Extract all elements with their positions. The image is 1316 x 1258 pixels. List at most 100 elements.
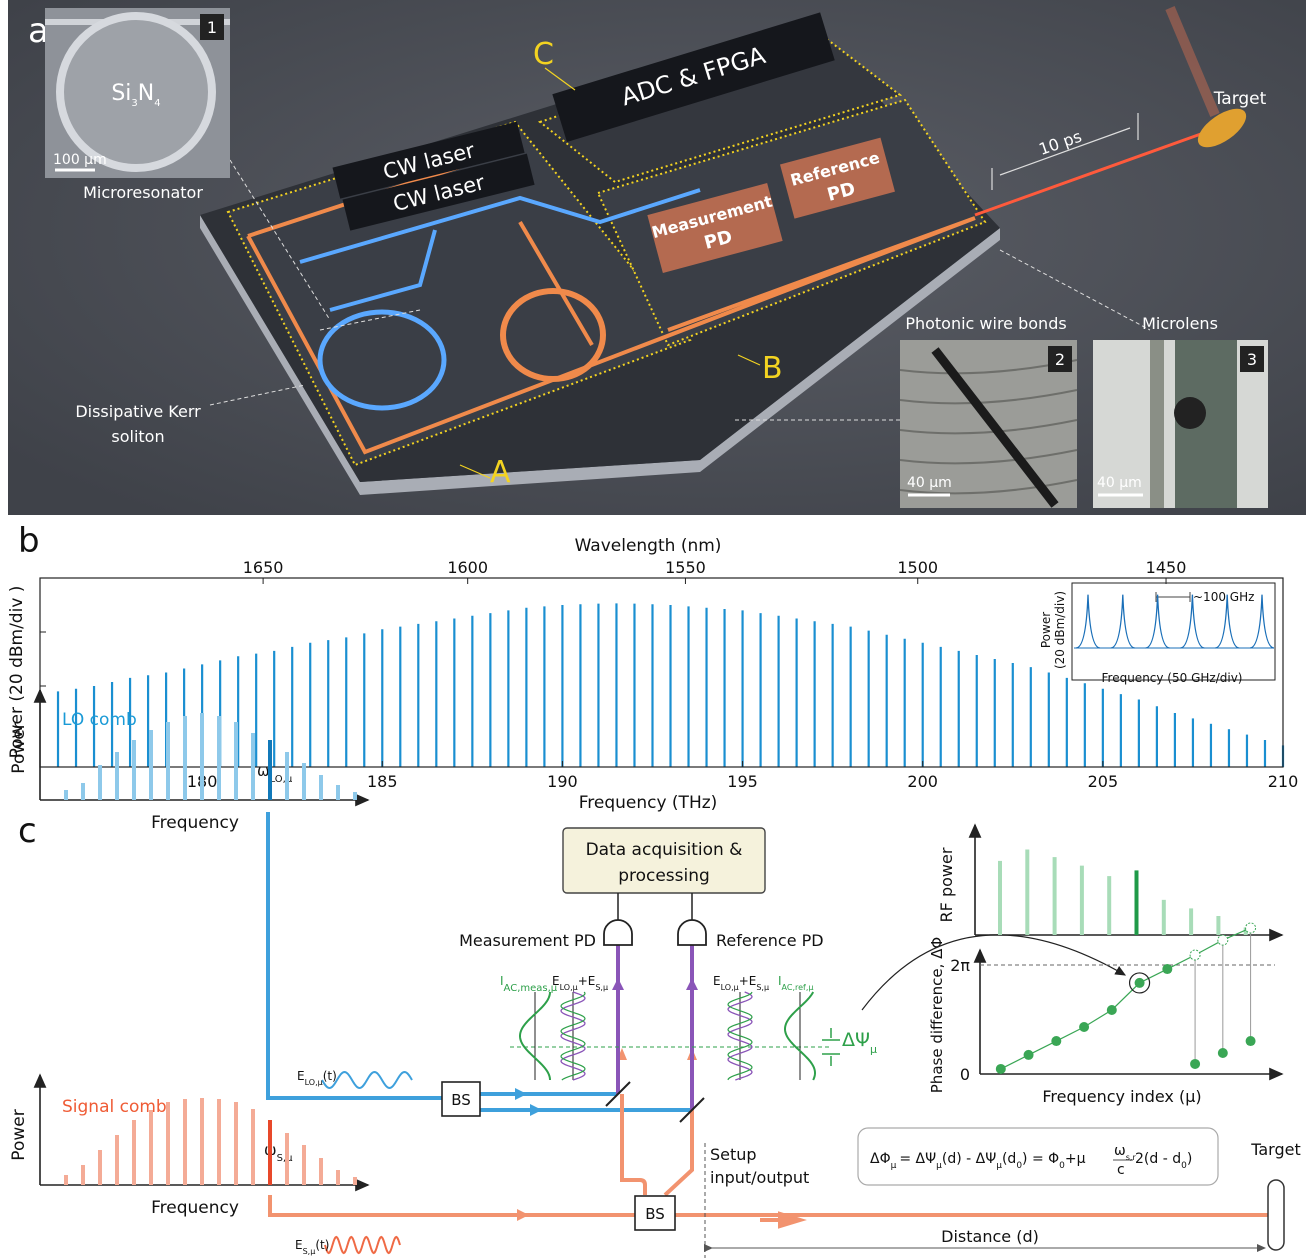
inset-caption: Microresonator [83,183,203,202]
comb-bar [336,785,340,800]
inset-caption: Photonic wire bonds [905,314,1066,333]
current-label: IAC,meas,μ [500,974,558,994]
soliton-label: Dissipative Kerr [75,402,201,421]
comb-bar [132,740,136,800]
comb-bar [234,1102,238,1185]
waveform [325,1237,400,1253]
y-axis-title: RF power [937,847,956,922]
rf-bar [1025,850,1029,936]
top-axis-title: Wavelength (nm) [575,536,722,556]
panel-label: c [18,811,37,851]
phase-point [1079,1022,1089,1032]
x-axis-title: Frequency (THz) [579,793,718,813]
comb-bar [268,740,272,800]
pd-label: Reference PD [716,931,824,950]
bs-label: BS [645,1205,665,1223]
comb-bar [64,790,68,800]
comb-bar [98,1150,102,1185]
rf-bar [1053,857,1057,935]
x-tick-label: 205 [1088,772,1119,791]
comb-bar [149,730,153,800]
comb-bar [251,733,255,800]
x-tick-label: 210 [1268,772,1299,791]
comb-title: LO comb [62,710,137,730]
scale-label: 40 µm [907,475,952,491]
rf-bar [1135,870,1139,935]
target [1268,1180,1284,1250]
comb-bar [302,1145,306,1185]
rf-bar [998,861,1002,935]
beam-arrow [617,1048,697,1060]
target-label: Target [1213,89,1267,109]
phase-point [1107,1005,1117,1015]
combined-beam [618,945,692,1110]
daq-label: processing [618,866,710,886]
photodetector [604,920,706,945]
comb-bar [319,1158,323,1185]
comb-bar [200,713,204,800]
y-axis-title: Phase difference, ΔΦ [928,937,946,1093]
comb-bar [64,1175,68,1185]
comb-bar [115,752,119,800]
phase-point [1218,1048,1228,1058]
phase-trend [1001,928,1251,1069]
y-tick-label: 0 [960,1065,970,1084]
field-sum-label: ELO,μ+ES,μ [552,974,608,992]
x-tick-label: 195 [727,772,758,791]
x-tick-label: 190 [547,772,578,791]
lo-beam [268,812,442,1098]
comb-bar [336,1170,340,1185]
unwrapped-point [1246,923,1256,933]
scale-label: 100 µm [53,152,107,168]
setup-label: Setup [710,1145,757,1164]
comb-bar [115,1135,119,1185]
equation-denominator: c [1117,1162,1125,1178]
soliton-label: soliton [111,427,164,446]
inset-x-title: Frequency (50 GHz/div) [1102,671,1243,685]
panel-b: b Wavelength (nm) Frequency (THz) Power … [7,521,1283,813]
target-label: Target [1250,1140,1301,1159]
rf-bar [1107,876,1111,935]
comb-bar [183,716,187,800]
comb-bar [166,722,170,800]
spectrum-inset: Power (20 dBm/div) Frequency (50 GHz/div… [1039,583,1275,685]
unwrapped-point [1190,950,1200,960]
comb-bar [302,763,306,800]
y-tick-label: 2π [950,956,970,975]
bs-label: BS [451,1091,471,1109]
inset-y-title: Power [1039,612,1053,648]
phase-point [1246,1036,1256,1046]
x-tick-label: 200 [907,772,938,791]
phase-point [1135,978,1145,988]
beam-arrow [517,1209,529,1221]
setup-label: input/output [710,1168,809,1187]
top-tick-label: 1650 [243,558,284,577]
inset-y-title: (20 dBm/div) [1053,591,1067,669]
comb-bar [149,1110,153,1185]
spacing-label: ~100 GHz [1193,590,1254,604]
x-tick-label: 185 [367,772,398,791]
comb-bar [217,716,221,800]
rf-bar [1162,900,1166,935]
region-label: A [490,455,511,490]
current-label: IAC,ref,μ [778,974,814,992]
distance-label: Distance (d) [941,1227,1039,1246]
unwrapped-point [1218,935,1228,945]
rf-bar [1216,916,1220,935]
comb-bar [200,1098,204,1185]
field-label: ELO,μ(t) [297,1069,337,1087]
comb-bar [268,1120,272,1185]
comb-bar [285,752,289,800]
comb-bar [166,1102,170,1185]
mapping-arrow [862,935,1125,1010]
inset-ring [60,16,212,168]
x-axis-title: Frequency index (μ) [1042,1087,1201,1106]
top-tick-label: 1450 [1146,558,1187,577]
comb-bar [251,1109,255,1185]
pd-label: Measurement PD [459,931,596,950]
scale-label: 40 µm [1097,475,1142,491]
comb-bar [98,765,102,800]
rf-bar [1080,866,1084,935]
rf-bar [1189,908,1193,935]
pd-wire [618,893,692,920]
